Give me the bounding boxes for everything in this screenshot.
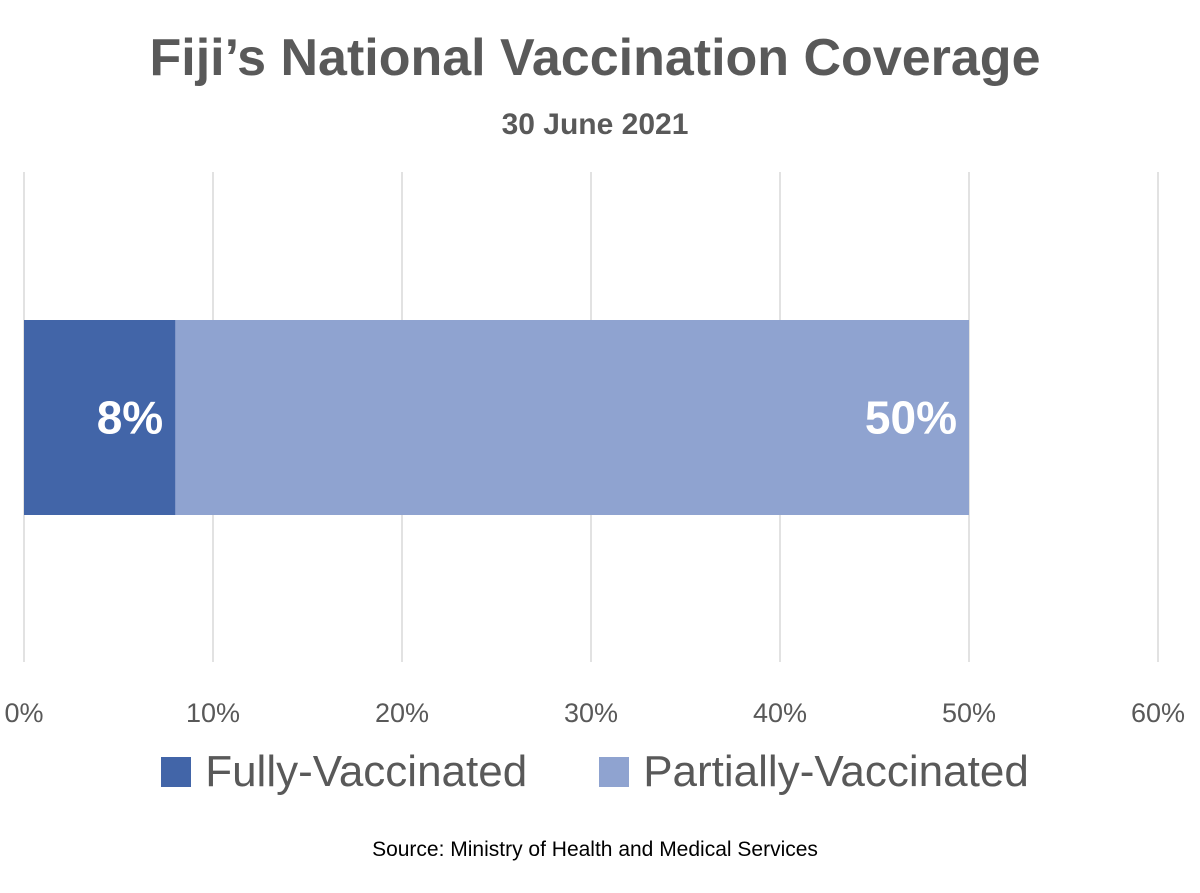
- legend-label-fully-vaccinated: Fully-Vaccinated: [205, 747, 528, 796]
- legend-item-fully-vaccinated: Fully-Vaccinated: [161, 750, 527, 794]
- bar-fully-vaccinated: [24, 320, 176, 515]
- legend-label-partially-vaccinated: Partially-Vaccinated: [643, 747, 1029, 796]
- x-tick-label: 40%: [753, 698, 807, 728]
- chart-legend: Fully-Vaccinated Partially-Vaccinated: [0, 750, 1190, 794]
- legend-swatch-fully-vaccinated: [161, 757, 192, 787]
- data-label-partially-vaccinated: 50%: [865, 392, 957, 444]
- chart-subtitle: 30 June 2021: [501, 108, 689, 141]
- x-tick-label: 60%: [1131, 698, 1185, 728]
- x-tick-label: 50%: [942, 698, 996, 728]
- legend-swatch-partially-vaccinated: [599, 757, 630, 787]
- x-tick-label: 0%: [4, 698, 43, 728]
- legend-item-partially-vaccinated: Partially-Vaccinated: [599, 750, 1029, 794]
- x-tick-label: 30%: [564, 698, 618, 728]
- bar-partially-vaccinated: [24, 320, 969, 515]
- x-tick-label: 20%: [375, 698, 429, 728]
- x-tick-label: 10%: [186, 698, 240, 728]
- data-label-fully-vaccinated: 8%: [97, 392, 163, 444]
- source-note: Source: Ministry of Health and Medical S…: [372, 838, 818, 861]
- chart-title: Fiji’s National Vaccination Coverage: [149, 29, 1041, 87]
